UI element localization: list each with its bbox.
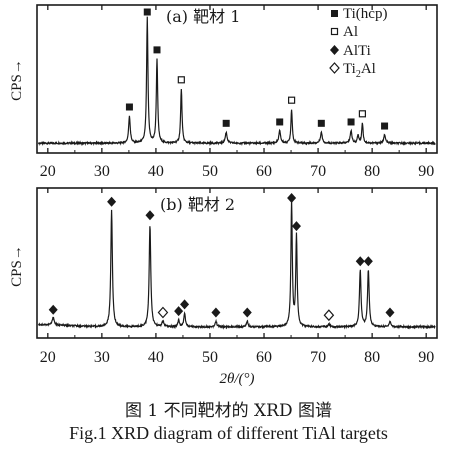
- x-tick-label: 40: [148, 163, 164, 180]
- panel-b: 20 30 40 50 60 70 80 90 (b) 靶材 2 CPS→ 2θ/(°): [9, 187, 438, 387]
- legend: Ti(hcp) Al AlTi Ti2Al: [329, 6, 387, 80]
- panel-b-series-line: [38, 199, 436, 330]
- x-tick-label: 20: [40, 163, 56, 180]
- open-square-icon: [330, 27, 339, 36]
- panel-b-ylabel: CPS→: [9, 245, 25, 287]
- filled-square-icon: [331, 10, 338, 17]
- panel-a: 20 30 40 50 60 70 80 90 (a) 靶材 1 CPS→ Ti(hcp) A…: [9, 4, 438, 180]
- peak-marker-filled-square: [143, 8, 151, 16]
- legend-item-al: Al: [330, 24, 358, 40]
- x-tick-label: 30: [94, 163, 110, 180]
- peak-marker-filled-diamond: [363, 256, 373, 267]
- x-tick-label: 60: [256, 163, 272, 180]
- panel-a-frame: [36, 4, 438, 154]
- panel-b-xticks: 20 30 40 50 60 70 80 90: [40, 188, 434, 366]
- peak-marker-filled-diamond: [180, 299, 190, 310]
- panel-b-label: (b) 靶材 2: [160, 195, 235, 214]
- peak-marker-filled-diamond: [385, 307, 395, 318]
- legend-item-ti-hcp: Ti(hcp): [331, 6, 387, 22]
- x-tick-label: 60: [256, 349, 272, 366]
- peak-marker-open-diamond: [323, 309, 335, 322]
- x-tick-label: 70: [310, 349, 326, 366]
- open-diamond-icon: [329, 62, 340, 74]
- peak-marker-filled-diamond: [174, 306, 184, 317]
- peak-marker-filled-diamond: [355, 256, 365, 267]
- panel-a-label: (a) 靶材 1: [166, 7, 240, 26]
- panel-a-xticks: 20 30 40 50 60 70 80 90: [40, 5, 434, 180]
- peak-marker-filled-square: [317, 119, 325, 127]
- panel-a-markers: [125, 8, 389, 130]
- peak-marker-filled-square: [222, 119, 230, 127]
- legend-label-ti2al: Ti2Al: [343, 61, 376, 80]
- x-tick-label: 90: [418, 349, 434, 366]
- legend-label-ti-hcp: Ti(hcp): [343, 6, 387, 22]
- peak-marker-filled-diamond: [107, 196, 117, 207]
- x-tick-label: 80: [364, 349, 380, 366]
- legend-item-alti: AlTi: [330, 43, 371, 59]
- x-tick-label: 80: [364, 163, 380, 180]
- x-tick-label: 20: [40, 349, 56, 366]
- peak-marker-filled-diamond: [48, 304, 58, 315]
- panel-a-series-line: [38, 16, 436, 147]
- peak-marker-open-square: [358, 110, 367, 118]
- peak-marker-filled-diamond: [145, 210, 155, 221]
- filled-diamond-icon: [330, 45, 339, 55]
- x-tick-label: 50: [202, 349, 218, 366]
- legend-item-ti2al: Ti2Al: [329, 61, 376, 80]
- peak-marker-open-square: [177, 76, 185, 84]
- x-axis-label: 2θ/(°): [219, 371, 254, 387]
- xrd-figure: 20 30 40 50 60 70 80 90 (a) 靶材 1 CPS→ Ti(hcp) A…: [9, 4, 438, 387]
- x-tick-label: 40: [148, 349, 164, 366]
- peak-marker-open-square: [287, 96, 296, 104]
- figure-caption-en: Fig.1 XRD diagram of different TiAl targ…: [69, 423, 388, 443]
- panel-b-markers: [48, 193, 395, 322]
- peak-marker-filled-diamond: [291, 221, 301, 232]
- peak-marker-filled-square: [381, 122, 389, 130]
- peak-marker-filled-diamond: [242, 307, 252, 318]
- x-tick-label: 70: [310, 163, 326, 180]
- x-tick-label: 30: [94, 349, 110, 366]
- peak-marker-filled-square: [276, 118, 284, 126]
- peak-marker-filled-square: [347, 118, 355, 126]
- peak-marker-filled-diamond: [287, 193, 297, 203]
- panel-a-ylabel: CPS→: [9, 59, 25, 101]
- legend-label-alti: AlTi: [343, 43, 371, 59]
- panel-b-frame: [36, 187, 438, 339]
- peak-marker-filled-square: [153, 46, 161, 54]
- peak-marker-open-diamond: [157, 306, 169, 319]
- x-tick-label: 50: [202, 163, 218, 180]
- peak-marker-filled-square: [125, 103, 133, 111]
- figure-caption-zh: 图 1 不同靶材的 XRD 图谱: [125, 401, 332, 421]
- x-tick-label: 90: [418, 163, 434, 180]
- legend-label-al: Al: [343, 24, 358, 40]
- peak-marker-filled-diamond: [211, 307, 221, 318]
